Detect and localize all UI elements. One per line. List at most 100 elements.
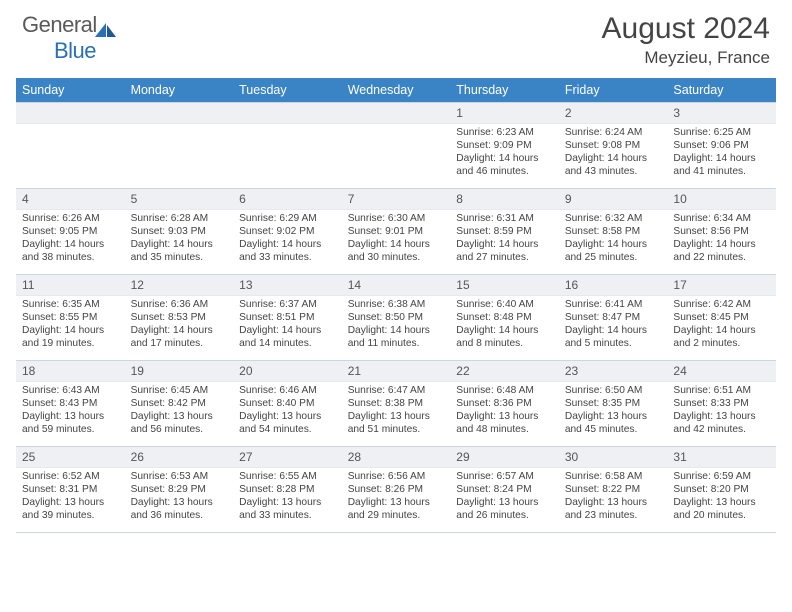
daylight-line: Daylight: 14 hours and 46 minutes. (456, 152, 553, 178)
sunset-line: Sunset: 8:53 PM (131, 311, 228, 324)
day-cell: 18Sunrise: 6:43 AMSunset: 8:43 PMDayligh… (16, 360, 125, 446)
logo-text-part2: Blue (54, 38, 96, 63)
sunset-line: Sunset: 8:40 PM (239, 397, 336, 410)
day-number: 14 (342, 275, 451, 296)
day-body: Sunrise: 6:25 AMSunset: 9:06 PMDaylight:… (667, 124, 776, 180)
day-body: Sunrise: 6:28 AMSunset: 9:03 PMDaylight:… (125, 210, 234, 266)
day-cell: 23Sunrise: 6:50 AMSunset: 8:35 PMDayligh… (559, 360, 668, 446)
daylight-line: Daylight: 13 hours and 36 minutes. (131, 496, 228, 522)
day-number (233, 103, 342, 124)
dow-tuesday: Tuesday (233, 78, 342, 102)
sunset-line: Sunset: 8:24 PM (456, 483, 553, 496)
sunrise-line: Sunrise: 6:26 AM (22, 212, 119, 225)
daylight-line: Daylight: 14 hours and 35 minutes. (131, 238, 228, 264)
dow-saturday: Saturday (667, 78, 776, 102)
sunset-line: Sunset: 8:42 PM (131, 397, 228, 410)
day-number: 22 (450, 361, 559, 382)
day-number: 11 (16, 275, 125, 296)
day-body: Sunrise: 6:51 AMSunset: 8:33 PMDaylight:… (667, 382, 776, 438)
sunrise-line: Sunrise: 6:59 AM (673, 470, 770, 483)
sunrise-line: Sunrise: 6:28 AM (131, 212, 228, 225)
dow-friday: Friday (559, 78, 668, 102)
sunset-line: Sunset: 8:33 PM (673, 397, 770, 410)
day-body: Sunrise: 6:45 AMSunset: 8:42 PMDaylight:… (125, 382, 234, 438)
day-number: 9 (559, 189, 668, 210)
day-body (342, 124, 451, 184)
day-number: 17 (667, 275, 776, 296)
day-body: Sunrise: 6:48 AMSunset: 8:36 PMDaylight:… (450, 382, 559, 438)
day-cell: 26Sunrise: 6:53 AMSunset: 8:29 PMDayligh… (125, 446, 234, 532)
day-number: 25 (16, 447, 125, 468)
day-cell: 4Sunrise: 6:26 AMSunset: 9:05 PMDaylight… (16, 188, 125, 274)
sunrise-line: Sunrise: 6:35 AM (22, 298, 119, 311)
sunset-line: Sunset: 8:26 PM (348, 483, 445, 496)
day-body: Sunrise: 6:57 AMSunset: 8:24 PMDaylight:… (450, 468, 559, 524)
day-cell: 20Sunrise: 6:46 AMSunset: 8:40 PMDayligh… (233, 360, 342, 446)
logo-text: GeneralBlue (22, 12, 117, 64)
week-row: 25Sunrise: 6:52 AMSunset: 8:31 PMDayligh… (16, 446, 776, 532)
sunset-line: Sunset: 8:22 PM (565, 483, 662, 496)
day-body: Sunrise: 6:59 AMSunset: 8:20 PMDaylight:… (667, 468, 776, 524)
day-cell: 24Sunrise: 6:51 AMSunset: 8:33 PMDayligh… (667, 360, 776, 446)
daylight-line: Daylight: 14 hours and 22 minutes. (673, 238, 770, 264)
week-row: 18Sunrise: 6:43 AMSunset: 8:43 PMDayligh… (16, 360, 776, 446)
day-body: Sunrise: 6:37 AMSunset: 8:51 PMDaylight:… (233, 296, 342, 352)
sunset-line: Sunset: 9:01 PM (348, 225, 445, 238)
day-cell: 6Sunrise: 6:29 AMSunset: 9:02 PMDaylight… (233, 188, 342, 274)
sunset-line: Sunset: 8:45 PM (673, 311, 770, 324)
dow-sunday: Sunday (16, 78, 125, 102)
day-number: 29 (450, 447, 559, 468)
sunrise-line: Sunrise: 6:30 AM (348, 212, 445, 225)
sunrise-line: Sunrise: 6:58 AM (565, 470, 662, 483)
day-cell: 30Sunrise: 6:58 AMSunset: 8:22 PMDayligh… (559, 446, 668, 532)
day-cell: 5Sunrise: 6:28 AMSunset: 9:03 PMDaylight… (125, 188, 234, 274)
week-row: 11Sunrise: 6:35 AMSunset: 8:55 PMDayligh… (16, 274, 776, 360)
daylight-line: Daylight: 14 hours and 5 minutes. (565, 324, 662, 350)
day-body: Sunrise: 6:53 AMSunset: 8:29 PMDaylight:… (125, 468, 234, 524)
sunrise-line: Sunrise: 6:25 AM (673, 126, 770, 139)
daylight-line: Daylight: 14 hours and 27 minutes. (456, 238, 553, 264)
daylight-line: Daylight: 14 hours and 8 minutes. (456, 324, 553, 350)
day-body: Sunrise: 6:56 AMSunset: 8:26 PMDaylight:… (342, 468, 451, 524)
day-body: Sunrise: 6:24 AMSunset: 9:08 PMDaylight:… (559, 124, 668, 180)
day-number: 8 (450, 189, 559, 210)
daylight-line: Daylight: 14 hours and 30 minutes. (348, 238, 445, 264)
day-number: 30 (559, 447, 668, 468)
day-cell: 27Sunrise: 6:55 AMSunset: 8:28 PMDayligh… (233, 446, 342, 532)
day-cell: 1Sunrise: 6:23 AMSunset: 9:09 PMDaylight… (450, 102, 559, 188)
day-cell: 10Sunrise: 6:34 AMSunset: 8:56 PMDayligh… (667, 188, 776, 274)
day-body: Sunrise: 6:55 AMSunset: 8:28 PMDaylight:… (233, 468, 342, 524)
day-body: Sunrise: 6:40 AMSunset: 8:48 PMDaylight:… (450, 296, 559, 352)
daylight-line: Daylight: 13 hours and 45 minutes. (565, 410, 662, 436)
dow-monday: Monday (125, 78, 234, 102)
day-cell: 28Sunrise: 6:56 AMSunset: 8:26 PMDayligh… (342, 446, 451, 532)
sunrise-line: Sunrise: 6:37 AM (239, 298, 336, 311)
sunrise-line: Sunrise: 6:38 AM (348, 298, 445, 311)
day-number: 15 (450, 275, 559, 296)
day-body: Sunrise: 6:52 AMSunset: 8:31 PMDaylight:… (16, 468, 125, 524)
logo-text-part1: General (22, 12, 97, 37)
sunrise-line: Sunrise: 6:29 AM (239, 212, 336, 225)
sunset-line: Sunset: 8:38 PM (348, 397, 445, 410)
sunrise-line: Sunrise: 6:50 AM (565, 384, 662, 397)
day-cell: 9Sunrise: 6:32 AMSunset: 8:58 PMDaylight… (559, 188, 668, 274)
day-number: 12 (125, 275, 234, 296)
day-number: 4 (16, 189, 125, 210)
sunset-line: Sunset: 8:36 PM (456, 397, 553, 410)
day-body: Sunrise: 6:43 AMSunset: 8:43 PMDaylight:… (16, 382, 125, 438)
day-cell: 13Sunrise: 6:37 AMSunset: 8:51 PMDayligh… (233, 274, 342, 360)
day-number: 27 (233, 447, 342, 468)
day-body: Sunrise: 6:30 AMSunset: 9:01 PMDaylight:… (342, 210, 451, 266)
sunset-line: Sunset: 9:08 PM (565, 139, 662, 152)
day-cell: 11Sunrise: 6:35 AMSunset: 8:55 PMDayligh… (16, 274, 125, 360)
dow-wednesday: Wednesday (342, 78, 451, 102)
day-cell: 7Sunrise: 6:30 AMSunset: 9:01 PMDaylight… (342, 188, 451, 274)
day-number: 28 (342, 447, 451, 468)
day-cell: 3Sunrise: 6:25 AMSunset: 9:06 PMDaylight… (667, 102, 776, 188)
day-body (233, 124, 342, 184)
page-header: GeneralBlue August 2024 Meyzieu, France (0, 0, 792, 72)
day-cell: 8Sunrise: 6:31 AMSunset: 8:59 PMDaylight… (450, 188, 559, 274)
daylight-line: Daylight: 14 hours and 25 minutes. (565, 238, 662, 264)
dow-header-row: Sunday Monday Tuesday Wednesday Thursday… (16, 78, 776, 102)
daylight-line: Daylight: 13 hours and 48 minutes. (456, 410, 553, 436)
